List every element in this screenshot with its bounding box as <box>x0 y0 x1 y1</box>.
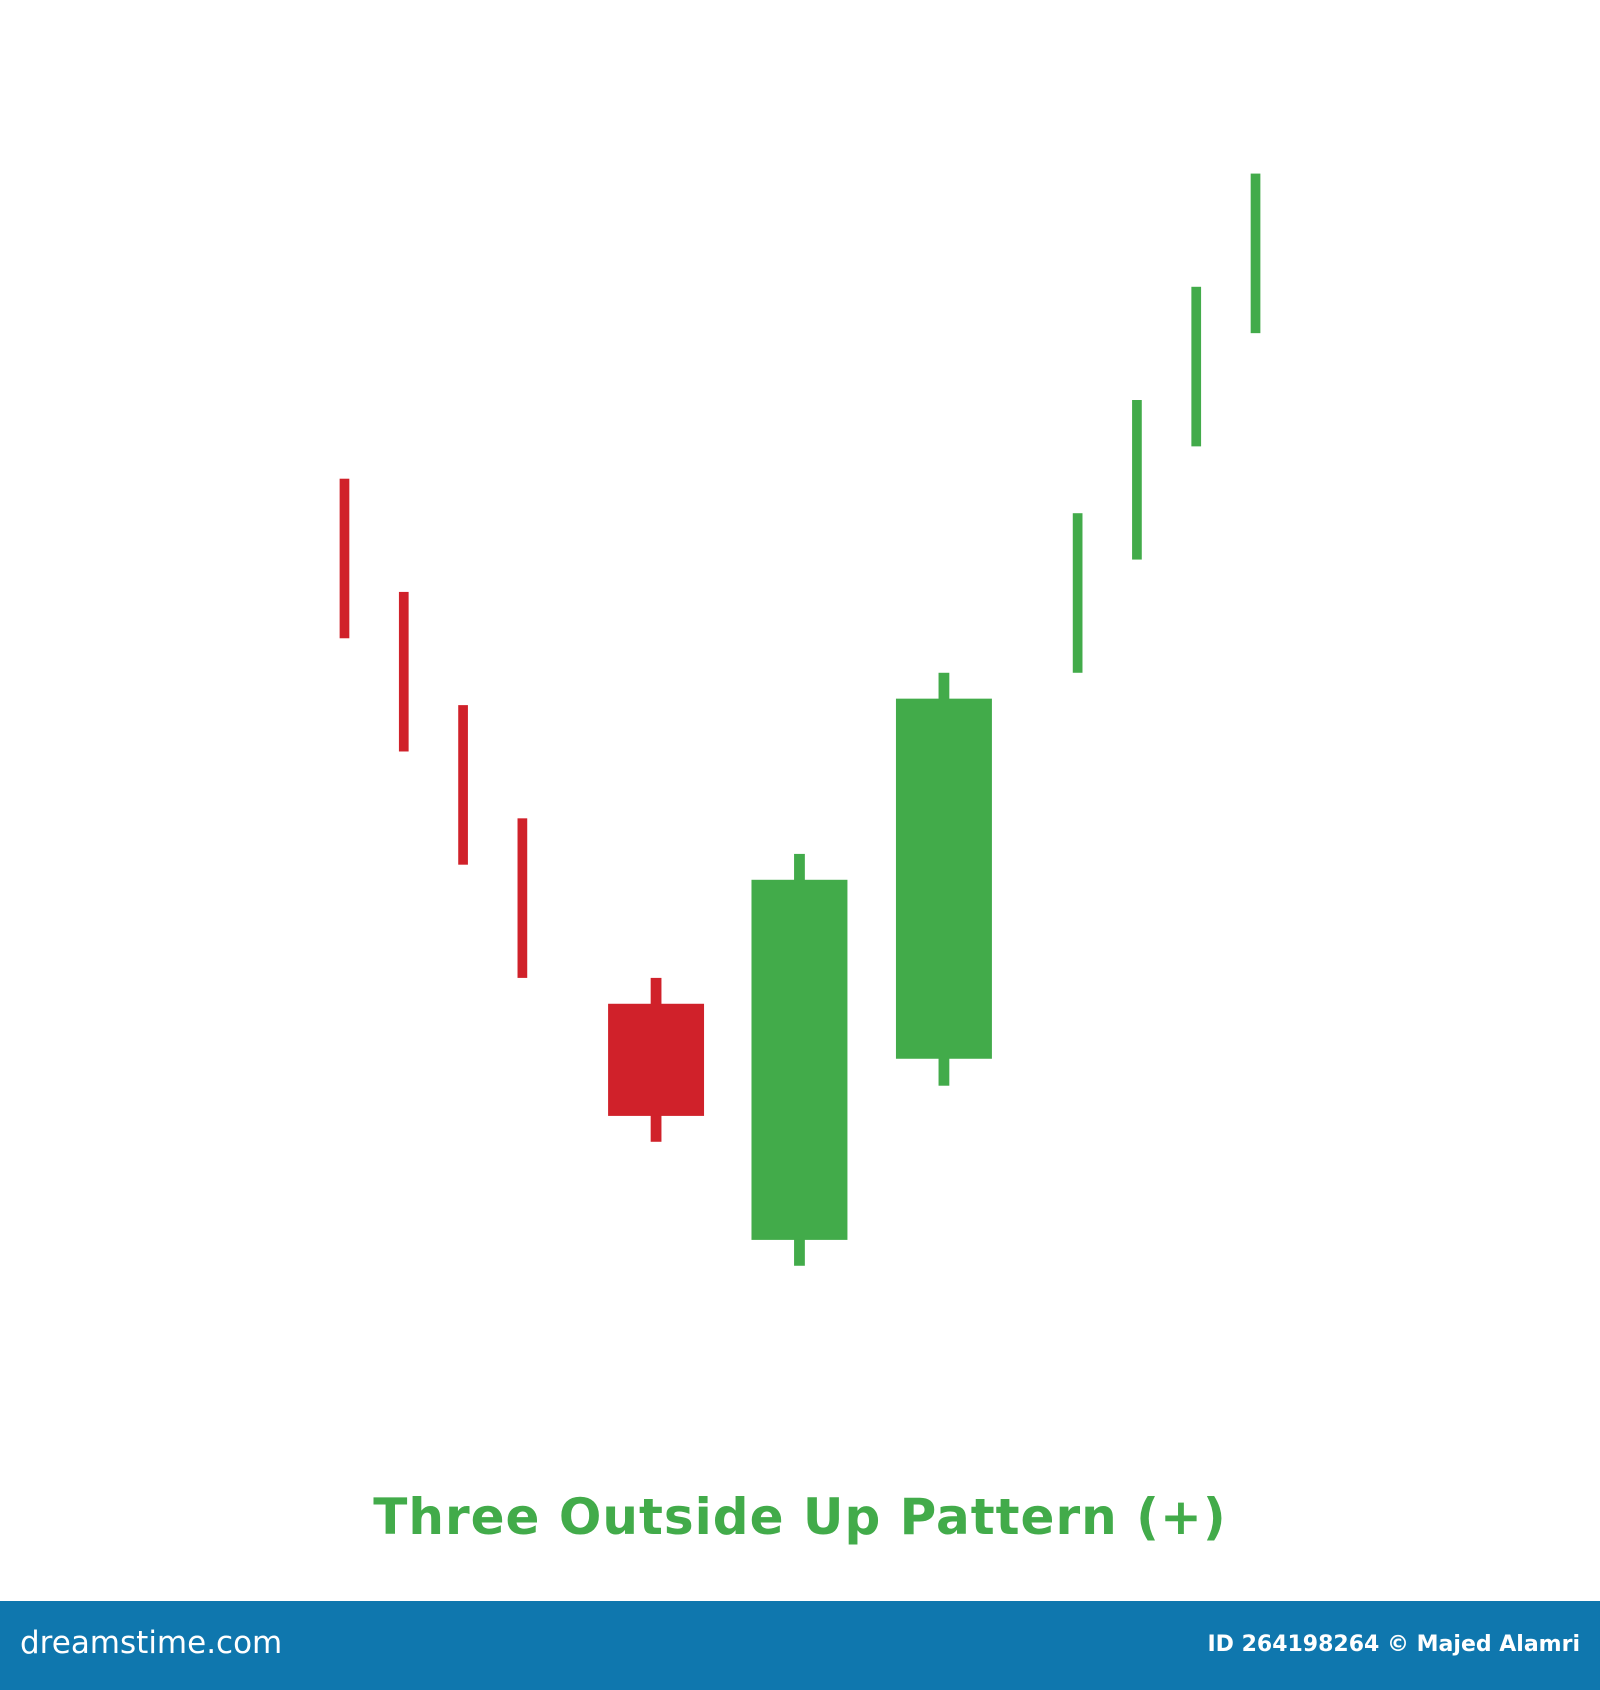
candle-2 <box>398 591 409 752</box>
candle-body-5 <box>608 1003 705 1116</box>
candle-10 <box>1191 286 1202 447</box>
candle-11 <box>1250 173 1261 334</box>
candlestick-chart <box>339 173 1261 1266</box>
dreamstime-logo: dreamstime.com <box>20 1625 283 1661</box>
candle-9 <box>1132 400 1142 560</box>
chart-title: Three Outside Up Pattern (+) <box>373 1488 1227 1546</box>
candle-1 <box>339 478 350 639</box>
candle-4 <box>517 818 528 978</box>
candle-8 <box>1072 513 1083 673</box>
candle-body-7 <box>895 698 992 1059</box>
candle-body-6 <box>751 879 848 1240</box>
footer-bar: dreamstime.com ID 264198264 © Majed Alam… <box>0 1601 1600 1690</box>
candle-3 <box>458 705 468 865</box>
image-credit: ID 264198264 © Majed Alamri <box>1207 1632 1580 1657</box>
